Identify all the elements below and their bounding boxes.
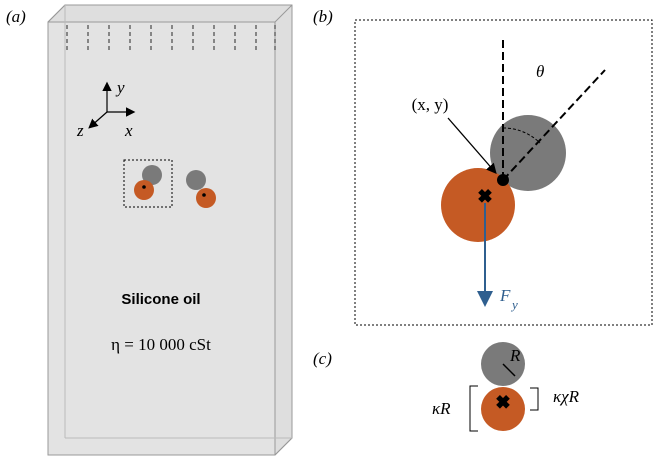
force-subscript: y: [510, 297, 518, 312]
particles: [134, 165, 216, 208]
panel-label: (a): [6, 7, 26, 26]
panel-frame: [354, 19, 653, 326]
panel-label: (b): [313, 7, 333, 26]
radius-label: R: [509, 346, 521, 365]
size-label: κR: [432, 399, 451, 418]
axis-label: x: [124, 121, 133, 140]
zoom-box: [123, 159, 173, 208]
center-mark: ✖: [496, 393, 510, 412]
tank: [47, 4, 293, 456]
viscosity-label: η = 10 000 cSt: [111, 335, 211, 354]
particle-large: [481, 387, 525, 431]
axis-label: z: [76, 121, 84, 140]
bracket: [530, 387, 539, 411]
axis-label: y: [115, 78, 125, 97]
position-label: (x, y): [412, 95, 449, 114]
fluid-label: Silicone oil: [121, 291, 200, 308]
bracket: [469, 385, 478, 432]
pointer-arrow: [447, 117, 497, 174]
force-label: F: [499, 286, 511, 305]
radius-line: [502, 363, 516, 377]
center-mark: ✖: [478, 187, 492, 206]
axes-triad: [88, 81, 136, 129]
size-label: κχR: [553, 387, 580, 406]
angle-label: θ: [536, 62, 544, 81]
particle-large: [441, 168, 515, 242]
panel-label: (c): [313, 349, 332, 368]
angle-lines: [502, 36, 606, 181]
contact-point: [497, 174, 509, 186]
